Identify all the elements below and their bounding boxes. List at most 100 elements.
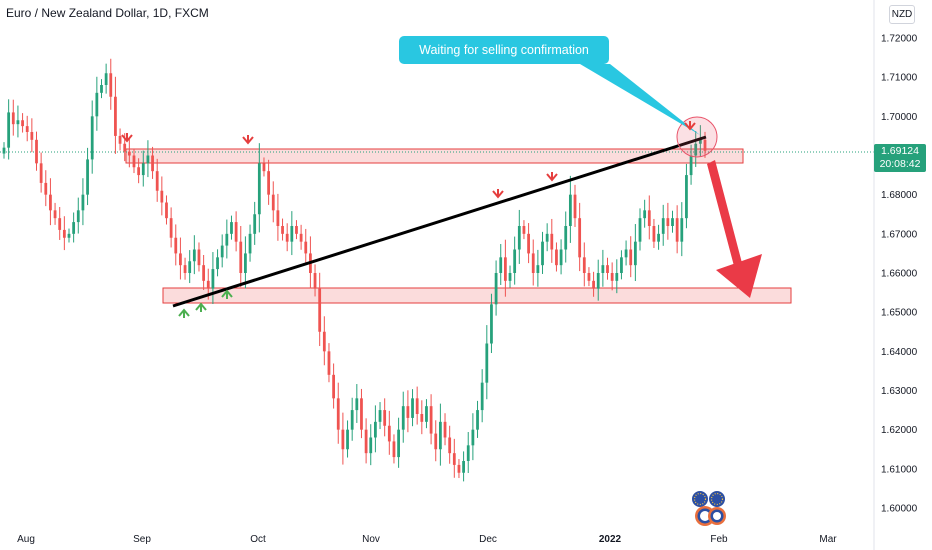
candle-body (62, 229, 66, 238)
candle-body (202, 265, 206, 281)
trendline (172, 135, 707, 308)
candle-body (383, 410, 387, 426)
candle-body (601, 265, 605, 273)
candle-body (67, 233, 71, 238)
candle-body (118, 135, 122, 144)
candle-body (341, 429, 345, 450)
currency-button[interactable]: NZD (889, 5, 915, 24)
price-axis[interactable]: 1.720001.710001.700001.690001.680001.670… (881, 34, 918, 515)
candle-body (313, 273, 317, 289)
candle-body (72, 222, 76, 234)
candle-body (582, 257, 586, 273)
candle-body (559, 249, 563, 266)
candle-body (610, 273, 614, 281)
price-tick-label: 1.68000 (881, 190, 918, 201)
down-arrows (121, 121, 696, 199)
candle-body (7, 112, 11, 148)
down-arrow-icon (242, 135, 254, 145)
candle-body (290, 226, 294, 242)
price-tick-label: 1.67000 (881, 229, 918, 240)
candle-body (694, 143, 698, 156)
price-tick-label: 1.65000 (881, 308, 918, 319)
candle-body (114, 96, 117, 136)
support-zone (162, 287, 792, 304)
candle-body (587, 273, 591, 281)
candle-body (545, 233, 549, 242)
time-tick-label: Mar (819, 534, 837, 545)
time-tick-label: Dec (479, 534, 497, 545)
candle-body (174, 237, 178, 254)
candle-body (527, 233, 530, 254)
candle-body (350, 410, 354, 430)
candle-body (568, 194, 572, 226)
candle-body (596, 273, 600, 289)
candle-body (179, 253, 182, 266)
candle-body (415, 398, 419, 414)
time-tick-label: Nov (362, 534, 380, 545)
candle-body (494, 273, 498, 305)
candle-body (165, 202, 168, 219)
up-arrow-icon (195, 302, 207, 312)
candle-body (49, 194, 52, 211)
candle-body (95, 92, 99, 117)
price-tick-label: 1.61000 (881, 464, 918, 475)
candle-body (192, 249, 196, 262)
candle-body (39, 163, 43, 183)
candle-body (318, 288, 322, 332)
candle-body (550, 233, 554, 250)
candle-body (555, 249, 558, 266)
candle-body (443, 421, 447, 438)
candle-body (169, 218, 173, 238)
candle-body (58, 218, 62, 230)
candle-body (647, 210, 651, 226)
candle-body (462, 461, 465, 473)
candle-body (211, 269, 215, 289)
candle-body (2, 147, 6, 154)
candle-body (11, 112, 15, 125)
candle-body (624, 249, 628, 258)
time-axis[interactable]: Aug Sep Oct Nov Dec 2022 Feb Mar (17, 534, 837, 545)
candle-body (680, 218, 684, 242)
candle-body (541, 241, 544, 266)
down-arrow-icon (121, 133, 133, 143)
candle-body (420, 414, 424, 422)
current-price: 1.69124 (881, 145, 919, 157)
candle-body (698, 139, 702, 144)
time-tick-label: Sep (133, 534, 151, 545)
candle-body (25, 126, 29, 132)
candle-body (267, 171, 271, 195)
candle-body (531, 253, 535, 273)
candle-body (160, 190, 164, 203)
candle-body (127, 151, 131, 156)
candle-body (253, 214, 257, 234)
candle-body (411, 398, 414, 418)
time-tick-label: Aug (17, 534, 35, 545)
candle-body (336, 398, 340, 430)
candle-body (360, 398, 363, 430)
candle-body (661, 218, 665, 234)
candle-body (225, 233, 229, 246)
candle-body (429, 406, 433, 434)
candle-body (109, 73, 113, 97)
candle-body (434, 433, 438, 450)
price-tick-label: 1.71000 (881, 73, 918, 84)
candle-body (285, 233, 289, 242)
economic-events-icon[interactable] (690, 490, 730, 528)
candle-body (643, 210, 647, 219)
candle-body (322, 331, 326, 352)
candle-body (457, 464, 461, 473)
candle-body (652, 226, 656, 242)
candle-body (299, 233, 303, 242)
candle-body (146, 155, 150, 164)
candle-body (44, 182, 48, 195)
candle-body (485, 343, 489, 383)
candle-body (183, 265, 187, 273)
callout-pointer (580, 64, 700, 135)
candle-body (346, 429, 349, 450)
price-tick-label: 1.66000 (881, 269, 918, 280)
candle-body (615, 273, 619, 281)
candle-body (369, 437, 373, 454)
candle-body (234, 222, 238, 242)
candle-body (392, 441, 396, 458)
